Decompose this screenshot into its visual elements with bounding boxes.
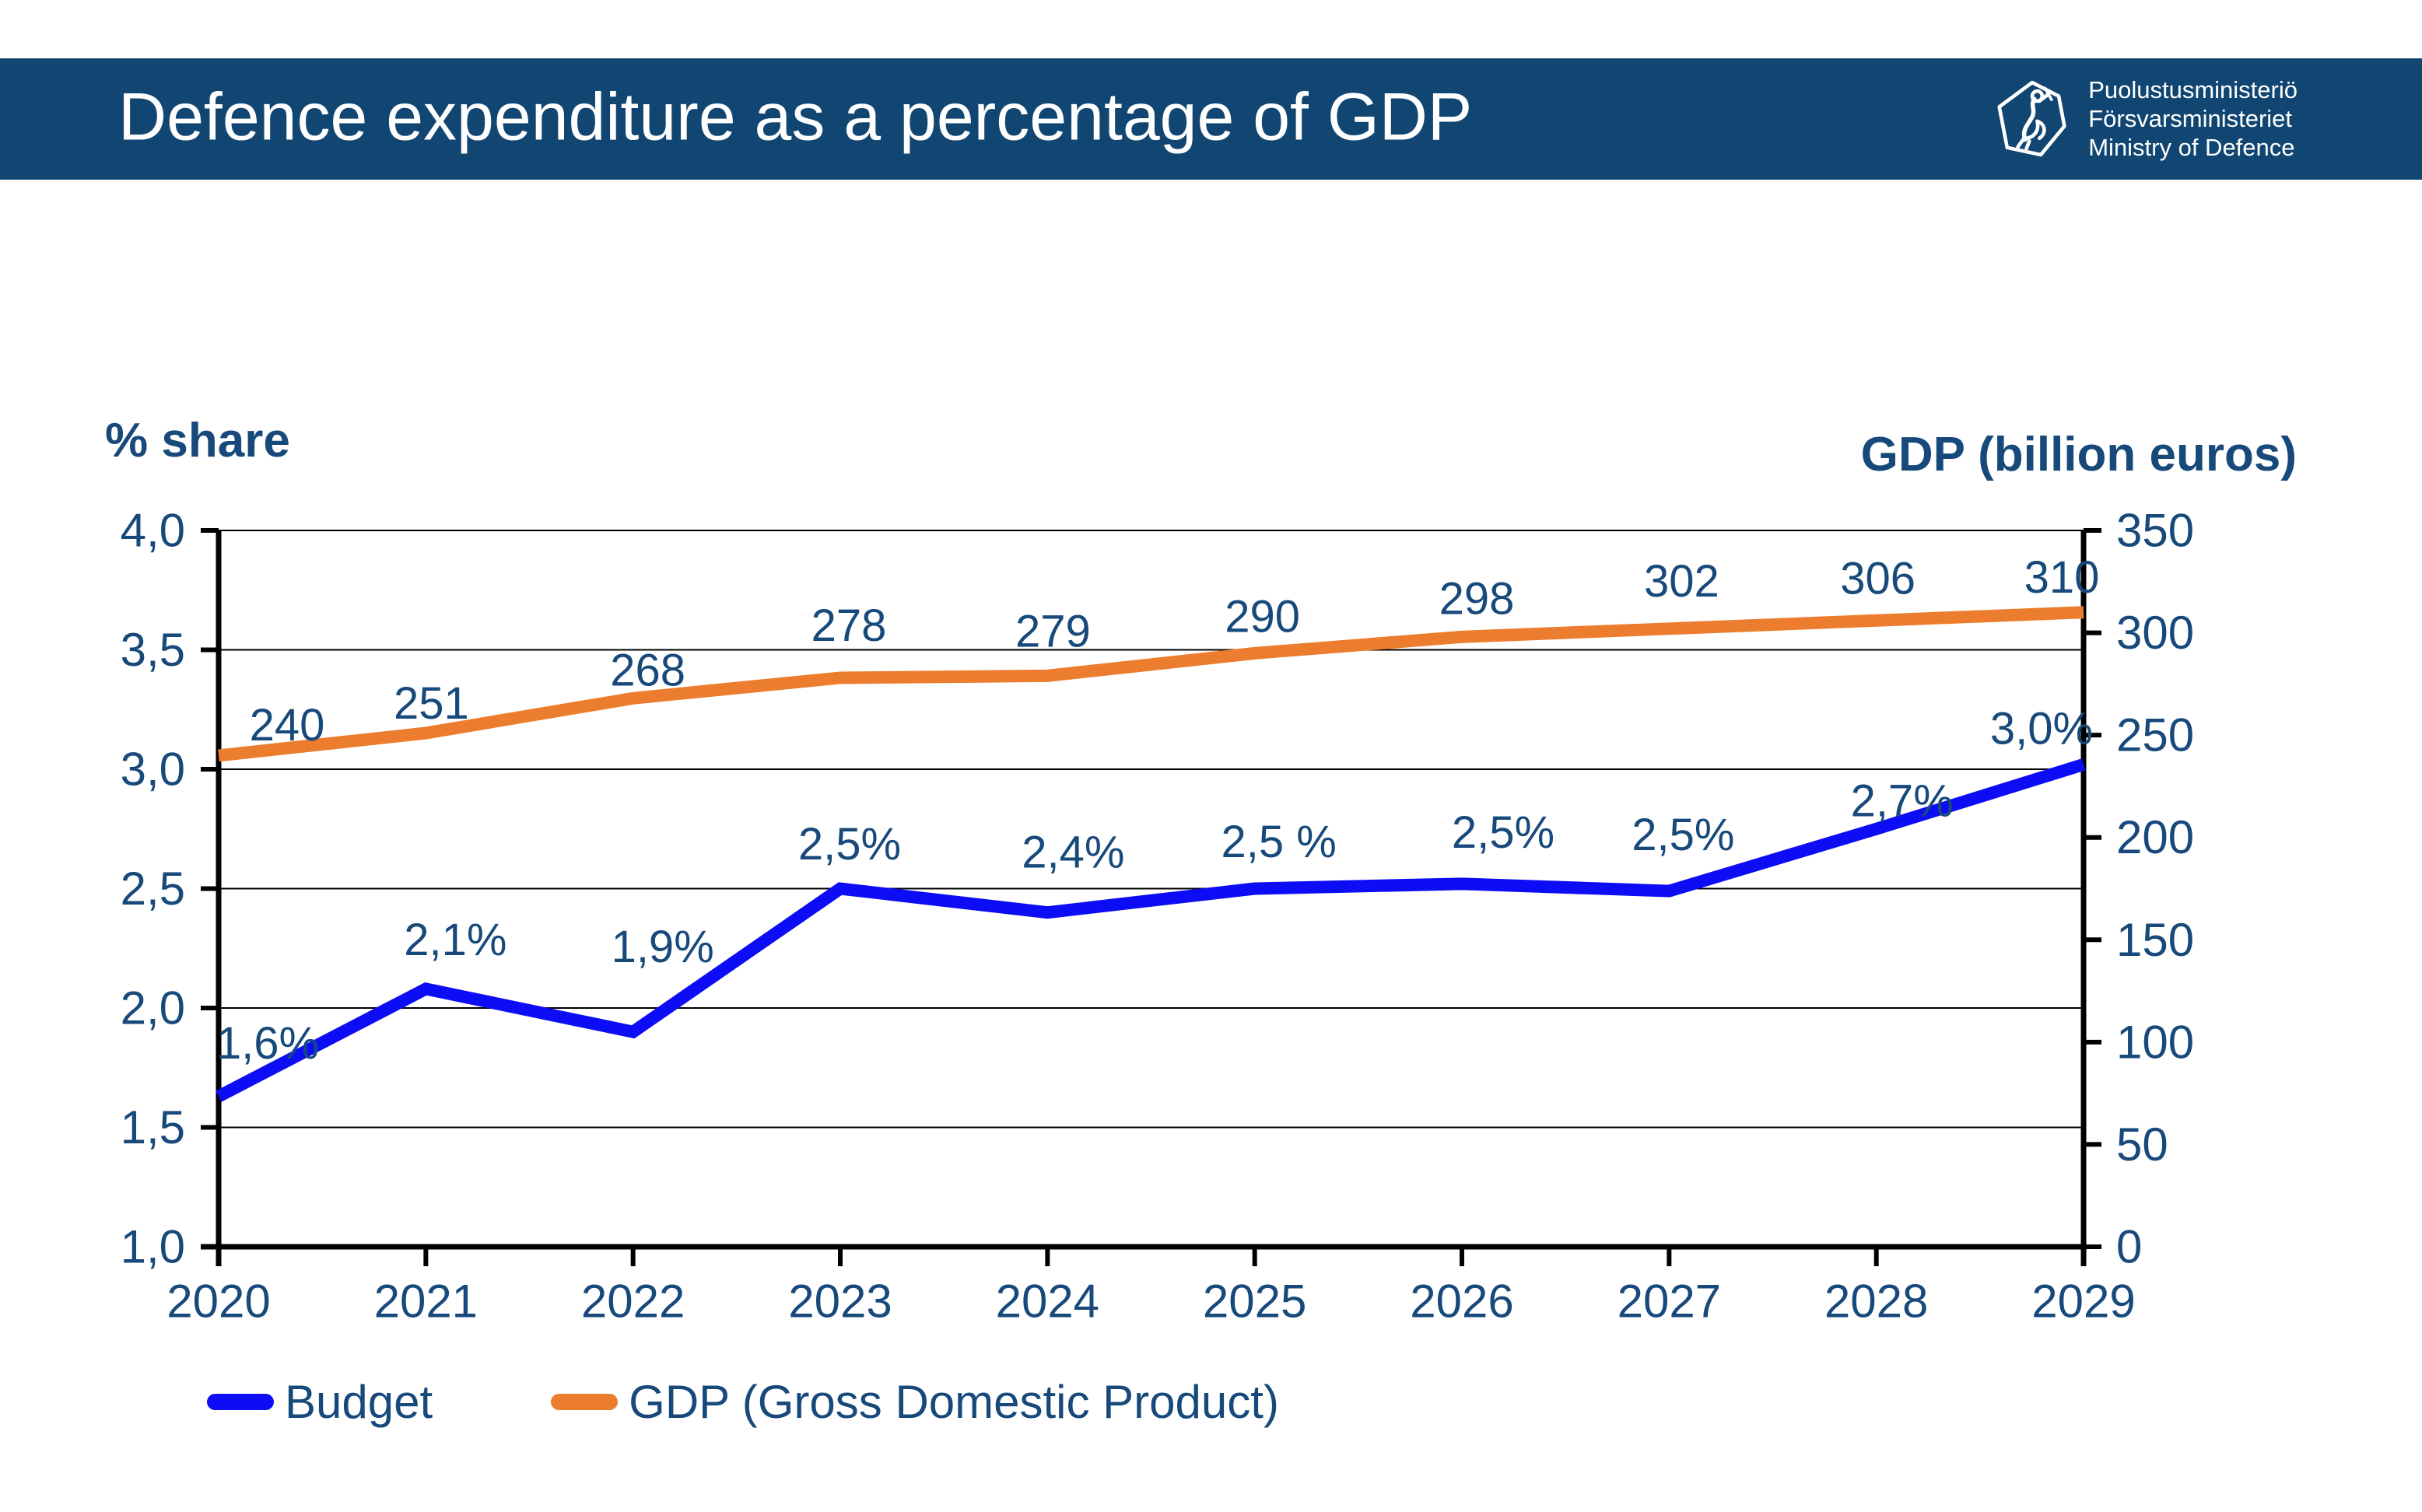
gdp-line-data-label: 302 [1644, 556, 1719, 607]
budget-line-data-label: 2,1% [404, 915, 506, 965]
right-axis-title: GDP (billion euros) [1860, 428, 2297, 481]
budget-line-data-label: 2,7% [1851, 775, 1954, 826]
gdp-line [218, 606, 2084, 762]
right-axis-tick-label: 150 [2116, 914, 2194, 966]
logo-line-en: Ministry of Defence [2088, 134, 2295, 161]
budget-line [216, 758, 2086, 1102]
budget-line-data-label: 2,5% [798, 819, 901, 870]
budget-line-data-label: 1,6% [216, 1018, 319, 1069]
gdp-line-data-label: 306 [1840, 553, 1916, 604]
x-axis-label: 2028 [1824, 1276, 1928, 1328]
budget-legend-swatch [207, 1394, 274, 1410]
legend-item-gdp: GDP (Gross Domestic Product) [551, 1375, 1279, 1429]
x-axis-label: 2024 [996, 1276, 1099, 1328]
gdp-legend-label: GDP (Gross Domestic Product) [629, 1376, 1279, 1428]
x-axis-label: 2025 [1203, 1276, 1306, 1328]
gdp-line-data-label: 278 [811, 600, 887, 651]
budget-line-data-label: 1,9% [612, 922, 714, 972]
coat-of-arms-icon [1997, 80, 2066, 156]
x-axis-label: 2023 [788, 1276, 892, 1328]
right-axis-tick-label: 50 [2116, 1118, 2168, 1171]
gdp-line-data-label: 298 [1439, 573, 1515, 624]
ministry-logo: Puolustusministeriö Försvarsministeriet … [1996, 75, 2298, 162]
left-axis-tick-label: 3,5 [121, 624, 185, 676]
page-title: Defence expenditure as a percentage of G… [118, 79, 1473, 155]
right-axis-tick-label: 300 [2116, 607, 2194, 659]
right-axis-tick-label: 200 [2116, 811, 2194, 863]
left-axis-title: % share [105, 414, 290, 467]
right-axis-tick-label: 100 [2116, 1016, 2194, 1068]
budget-line-data-label: 2,5 % [1222, 817, 1337, 867]
legend: Budget GDP (Gross Domestic Product) [207, 1375, 1279, 1429]
ministry-logo-text: Puolustusministeriö Försvarsministeriet … [2088, 75, 2298, 162]
left-axis-tick-label: 3,0 [121, 744, 185, 796]
gdp-line-data-label: 240 [250, 700, 325, 751]
header-bar: Defence expenditure as a percentage of G… [0, 58, 2422, 180]
x-axis-label: 2020 [166, 1276, 270, 1328]
x-axis-label: 2029 [2031, 1276, 2135, 1328]
gdp-line-data-label: 279 [1015, 606, 1091, 656]
gdp-legend-swatch [551, 1394, 619, 1410]
gdp-line-data-label: 251 [394, 678, 469, 729]
left-axis-tick-label: 1,5 [121, 1101, 185, 1153]
left-axis-tick-label: 4,0 [121, 505, 185, 557]
logo-line-sv: Försvarsministeriet [2088, 105, 2293, 132]
left-axis-tick-label: 2,5 [121, 863, 185, 915]
x-axis-label: 2027 [1618, 1276, 1721, 1328]
gdp-line-data-label: 268 [610, 645, 685, 695]
x-axis-label: 2022 [581, 1276, 685, 1328]
left-axis-tick-label: 2,0 [121, 982, 185, 1034]
gdp-line-data-label: 290 [1225, 591, 1300, 642]
budget-line-data-label: 3,0% [1990, 703, 2093, 754]
budget-legend-label: Budget [285, 1376, 433, 1428]
budget-line-data-label: 2,5% [1452, 807, 1554, 858]
x-axis-label: 2021 [374, 1276, 478, 1328]
left-axis-tick-label: 1,0 [121, 1221, 185, 1273]
budget-line-data-label: 2,4% [1022, 828, 1124, 878]
legend-item-budget: Budget [207, 1375, 433, 1429]
right-axis-tick-label: 350 [2116, 505, 2194, 557]
right-axis-tick-label: 250 [2116, 709, 2194, 761]
x-axis-label: 2026 [1410, 1276, 1513, 1328]
logo-line-fi: Puolustusministeriö [2088, 76, 2298, 103]
gdp-line-data-label: 310 [2024, 552, 2100, 603]
right-axis-tick-label: 0 [2116, 1221, 2142, 1273]
budget-line-data-label: 2,5% [1632, 810, 1734, 860]
